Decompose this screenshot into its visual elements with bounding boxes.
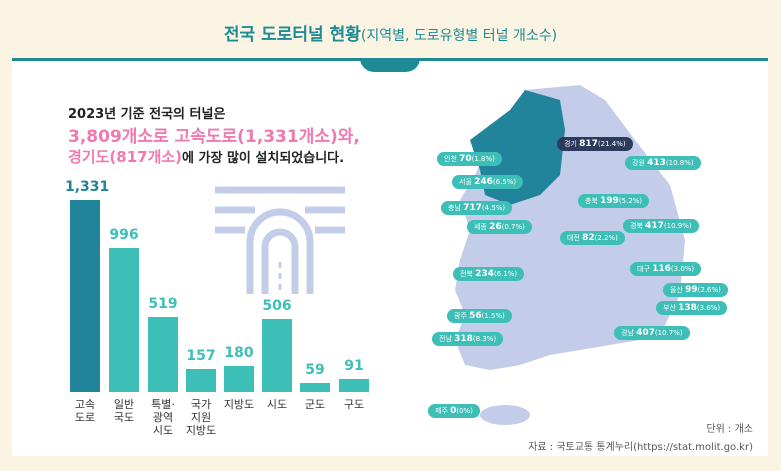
bar-value-label: 59 xyxy=(305,362,325,379)
bar xyxy=(148,317,178,392)
region-label-13: 광주 56(1.5%) xyxy=(447,309,512,323)
source-note: 자료 : 국토교통 통계누리(https://stat.molit.go.kr) xyxy=(528,442,753,453)
bar xyxy=(262,319,292,392)
bar-value-label: 180 xyxy=(224,345,254,362)
headline-line2: 3,809개소로 고속도로(1,331개소)와, xyxy=(68,127,360,147)
category-label: 특별· 광역 시도 xyxy=(151,398,175,437)
bar-value-label: 506 xyxy=(262,298,292,314)
region-label-14: 경남 407(10.7%) xyxy=(614,326,690,340)
region-label-15: 전남 318(8.3%) xyxy=(432,332,504,346)
region-label-9: 대구 116(3.0%) xyxy=(630,262,702,276)
bar-value-label: 996 xyxy=(109,227,139,244)
tunnel-icon xyxy=(215,186,345,294)
bar-value-label: 157 xyxy=(186,348,216,365)
bar xyxy=(300,383,330,392)
headline-line1: 2023년 기준 전국의 터널은 xyxy=(68,107,226,122)
bar xyxy=(70,200,100,392)
category-label: 고속 도로 xyxy=(74,398,96,424)
region-label-12: 부산 138(3.6%) xyxy=(656,301,728,315)
unit-note: 단위 : 개소 xyxy=(706,424,753,435)
category-label: 시도 xyxy=(266,398,288,411)
region-label-6: 경북 417(10.9%) xyxy=(623,219,699,233)
region-label-7: 세종 26(0.7%) xyxy=(467,220,532,234)
headline-line3: 경기도(817개소)에 가장 많이 설치되었습니다. xyxy=(68,148,345,166)
bar-value-label: 519 xyxy=(148,296,178,313)
region-label-4: 충북 199(5.2%) xyxy=(578,194,650,208)
region-label-2: 강원 413(10.8%) xyxy=(625,156,701,170)
region-label-16: 제주 0(0%) xyxy=(428,404,480,418)
category-label: 국가 지원 지방도 xyxy=(185,398,217,437)
region-label-1: 인천 70(1.8%) xyxy=(437,152,502,166)
divider-tab xyxy=(360,58,420,72)
category-label: 지방도 xyxy=(223,398,255,411)
category-label: 구도 xyxy=(343,398,365,411)
bar xyxy=(109,248,139,392)
bar-value-label: 91 xyxy=(344,357,364,374)
page-title: 전국 도로터널 현황(지역별, 도로유형별 터널 개소수) xyxy=(223,25,558,45)
region-label-10: 전북 234(6.1%) xyxy=(453,267,525,281)
region-label-3: 서울 246(6.5%) xyxy=(452,175,524,189)
category-label: 군도 xyxy=(304,398,326,411)
bar-value-label: 1,331 xyxy=(65,179,110,195)
bar xyxy=(339,378,369,392)
region-label-0: 경기 817(21.4%) xyxy=(557,137,633,151)
region-label-5: 충남 717(4.5%) xyxy=(441,201,513,215)
page-subtitle: (지역별, 도로유형별 터널 개소수) xyxy=(360,28,558,44)
bar xyxy=(224,366,254,392)
map-jeju xyxy=(480,405,530,425)
region-label-8: 대전 82(2.2%) xyxy=(560,231,625,245)
bar xyxy=(186,369,216,392)
region-label-11: 울산 99(2.6%) xyxy=(663,283,728,297)
category-label: 일반 국도 xyxy=(113,398,135,424)
korea-map xyxy=(455,85,685,425)
